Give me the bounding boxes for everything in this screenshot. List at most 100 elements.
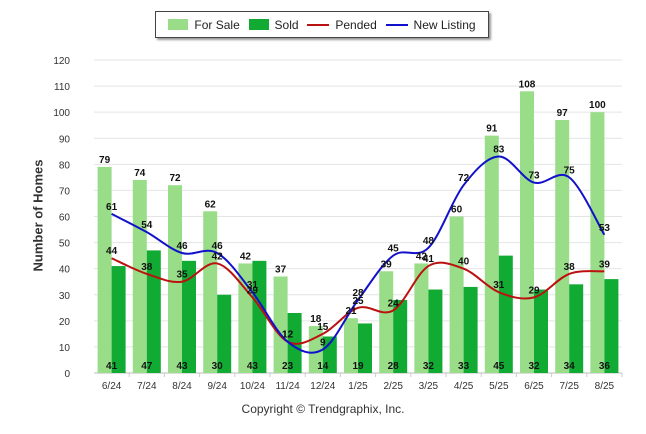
legend-swatch-new-listing — [385, 23, 408, 26]
data-label-new-listing-13: 75 — [564, 165, 576, 176]
bar-for-sale-10 — [449, 216, 464, 373]
x-tick-label-6: 12/24 — [310, 381, 335, 392]
data-label-for-sale-7: 21 — [345, 306, 357, 317]
bar-for-sale-1 — [132, 179, 147, 373]
data-label-new-listing-8: 45 — [388, 244, 400, 255]
bar-for-sale-11 — [484, 135, 499, 373]
x-tick-label-4: 10/24 — [240, 381, 265, 392]
data-label-pended-13: 38 — [564, 262, 576, 273]
y-tick-label-11: 110 — [54, 82, 70, 93]
data-label-pended-4: 29 — [247, 285, 259, 296]
x-tick-label-2: 8/24 — [172, 381, 192, 392]
data-label-for-sale-10: 60 — [451, 205, 463, 216]
data-label-pended-0: 44 — [106, 246, 118, 257]
data-label-pended-14: 39 — [599, 259, 611, 270]
legend-label-pended: Pended — [335, 17, 377, 32]
bar-sold-0 — [111, 266, 126, 373]
x-tick-label-14: 8/25 — [595, 381, 615, 392]
data-label-sold-6: 14 — [317, 361, 329, 372]
data-label-pended-3: 42 — [212, 251, 224, 262]
data-label-sold-0: 41 — [106, 361, 118, 372]
data-label-new-listing-10: 72 — [458, 173, 470, 184]
data-label-pended-2: 35 — [176, 270, 188, 281]
bar-for-sale-13 — [555, 119, 570, 373]
data-label-sold-2: 43 — [176, 361, 188, 372]
data-label-for-sale-0: 79 — [99, 155, 111, 166]
x-tick-label-12: 6/25 — [524, 381, 544, 392]
bar-sold-10 — [463, 286, 478, 373]
data-label-sold-3: 30 — [212, 361, 224, 372]
legend-swatch-pended — [307, 23, 330, 26]
data-label-new-listing-14: 53 — [599, 223, 611, 234]
data-label-pended-5: 12 — [282, 330, 294, 341]
x-tick-label-13: 7/25 — [559, 381, 579, 392]
legend-label-new-listing: New Listing — [413, 17, 476, 32]
y-tick-label-9: 90 — [59, 134, 71, 145]
x-tick-label-0: 6/24 — [102, 381, 122, 392]
data-label-pended-6: 15 — [317, 322, 329, 333]
data-label-for-sale-2: 72 — [169, 173, 181, 184]
bar-for-sale-7 — [344, 318, 358, 373]
data-label-new-listing-1: 54 — [141, 220, 153, 231]
x-tick-label-5: 11/24 — [275, 381, 300, 392]
bar-sold-12 — [534, 289, 548, 373]
data-label-sold-12: 32 — [528, 361, 540, 372]
data-label-sold-5: 23 — [282, 361, 294, 372]
legend-label-for-sale: For Sale — [194, 17, 240, 32]
data-label-new-listing-4: 31 — [247, 280, 259, 291]
data-label-for-sale-6: 18 — [310, 314, 322, 325]
bar-sold-2 — [182, 260, 196, 373]
data-label-for-sale-9: 42 — [416, 251, 428, 262]
data-label-sold-11: 45 — [493, 361, 505, 372]
y-tick-label-10: 100 — [53, 108, 70, 119]
data-label-for-sale-5: 37 — [275, 264, 287, 275]
y-tick-label-4: 40 — [59, 265, 71, 276]
legend: For Sale Sold Pended New Listing — [155, 11, 489, 38]
bar-for-sale-2 — [168, 185, 182, 373]
legend-item-new-listing: New Listing — [385, 17, 476, 32]
bar-for-sale-8 — [379, 271, 394, 373]
legend-swatch-sold — [248, 19, 269, 30]
bar-for-sale-5 — [273, 276, 288, 373]
bar-sold-7 — [358, 323, 372, 373]
data-label-new-listing-9: 48 — [423, 236, 435, 247]
bar-sold-13 — [569, 284, 584, 373]
y-tick-label-6: 60 — [59, 213, 71, 224]
x-tick-label-10: 4/25 — [454, 381, 474, 392]
x-tick-label-9: 3/25 — [419, 381, 439, 392]
data-label-new-listing-7: 28 — [352, 288, 364, 299]
data-label-new-listing-3: 46 — [212, 241, 224, 252]
bar-for-sale-0 — [97, 166, 112, 373]
y-tick-label-0: 0 — [64, 369, 70, 380]
x-tick-label-11: 5/25 — [489, 381, 509, 392]
x-tick-label-8: 2/25 — [383, 381, 403, 392]
data-label-sold-7: 19 — [352, 361, 364, 372]
data-label-pended-7: 25 — [352, 296, 364, 307]
y-tick-label-7: 70 — [59, 186, 71, 197]
data-label-sold-10: 33 — [458, 361, 470, 372]
legend-label-sold: Sold — [274, 17, 299, 32]
data-label-pended-10: 40 — [458, 257, 470, 268]
data-label-pended-12: 29 — [528, 285, 540, 296]
data-label-sold-13: 34 — [564, 361, 576, 372]
data-label-new-listing-2: 46 — [176, 241, 188, 252]
data-label-pended-9: 41 — [423, 254, 435, 265]
bar-sold-11 — [498, 255, 513, 373]
copyright-text: Copyright © Trendgraphix, Inc. — [241, 402, 405, 416]
data-label-new-listing-5: 12 — [282, 330, 294, 341]
legend-swatch-for-sale — [168, 19, 189, 30]
bar-for-sale-9 — [414, 263, 429, 373]
data-label-for-sale-8: 39 — [381, 259, 393, 270]
bar-sold-4 — [252, 260, 267, 373]
data-label-new-listing-0: 61 — [106, 202, 118, 213]
y-tick-label-3: 30 — [59, 291, 71, 302]
data-label-sold-4: 43 — [247, 361, 259, 372]
x-tick-label-1: 7/24 — [137, 381, 157, 392]
series-line-pended — [111, 257, 605, 345]
bar-for-sale-14 — [590, 112, 605, 374]
y-tick-label-1: 10 — [59, 343, 71, 354]
bar-for-sale-12 — [520, 91, 534, 374]
data-label-for-sale-1: 74 — [134, 168, 146, 179]
data-label-for-sale-14: 100 — [589, 100, 606, 111]
data-label-for-sale-12: 108 — [519, 79, 536, 90]
